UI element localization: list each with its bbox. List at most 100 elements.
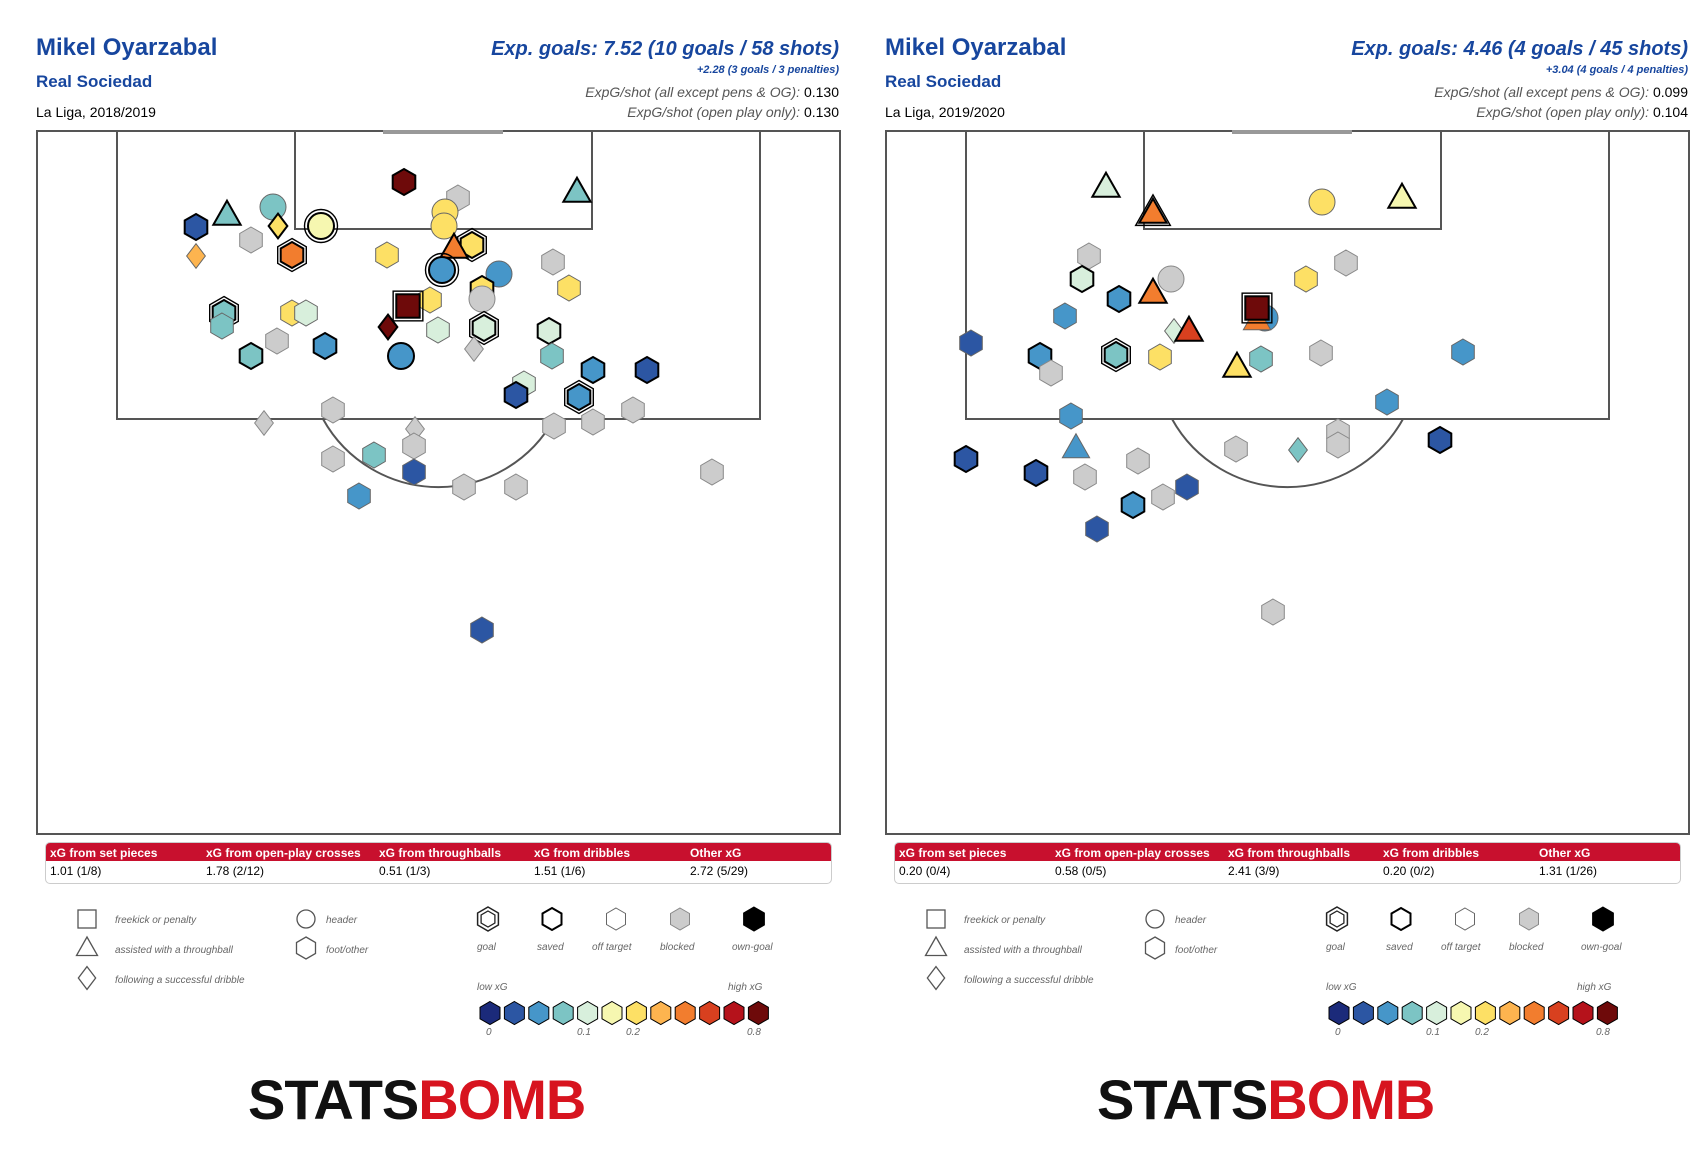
- xg-per-shot-value: 0.130: [803, 84, 839, 100]
- shot-marker-15: [1053, 302, 1077, 330]
- xg-breakdown-values: 1.01 (1/8) 1.78 (2/12) 0.51 (1/3) 1.51 (…: [46, 861, 831, 883]
- shot-marker-42: [503, 380, 529, 410]
- value-dribbles: 1.51 (1/6): [534, 864, 586, 878]
- header-throughballs: xG from throughballs: [379, 846, 502, 860]
- value-set-pieces: 0.20 (0/4): [899, 864, 951, 878]
- shot-marker-43: [564, 379, 594, 415]
- logo-stats: STATS: [1097, 1068, 1268, 1131]
- xg-per-shot-label: ExpG/shot (all except pens & OG):: [1434, 84, 1650, 100]
- statsbomb-logo: STATSBOMB: [1097, 1072, 1435, 1128]
- legend-saved-label: saved: [537, 942, 564, 953]
- xg-breakdown-table: xG from set pieces xG from open-play cro…: [894, 842, 1681, 884]
- shots-layer: [953, 170, 1475, 626]
- legend-dribble-label: following a successful dribble: [115, 975, 245, 986]
- value-set-pieces: 1.01 (1/8): [50, 864, 102, 878]
- shot-marker-22: [468, 285, 496, 313]
- shot-marker-51: [362, 441, 386, 469]
- shot-marker-36: [238, 341, 264, 371]
- legend-circle-icon: [1145, 909, 1165, 929]
- scale-swatch-1: [1328, 1000, 1350, 1026]
- shot-marker-17: [541, 248, 565, 276]
- shot-marker-53: [402, 458, 426, 486]
- legend-throughball-label: assisted with a throughball: [964, 945, 1082, 956]
- shot-marker-42: [1085, 515, 1109, 543]
- shot-marker-40: [1151, 483, 1175, 511]
- shot-marker-57: [347, 482, 371, 510]
- shot-marker-12: [457, 227, 487, 263]
- legend-goal-inner-icon: [480, 910, 496, 928]
- legend-blocked-icon: [1519, 907, 1539, 931]
- statsbomb-logo: STATSBOMB: [248, 1072, 586, 1128]
- shot-marker-56: [504, 473, 528, 501]
- xg-per-shot-open-value: 0.104: [1652, 104, 1688, 120]
- value-throughballs: 2.41 (3/9): [1228, 864, 1280, 878]
- shot-marker-4: [1386, 181, 1418, 209]
- shot-marker-9: [1157, 265, 1185, 293]
- expected-goals-total: Exp. goals: 7.52 (10 goals / 58 shots): [491, 38, 839, 60]
- scale-swatch-7: [1474, 1000, 1496, 1026]
- shot-marker-55: [452, 473, 476, 501]
- shot-marker-9: [303, 208, 339, 244]
- shot-marker-26: [1221, 350, 1253, 378]
- xg-per-shot-row: ExpG/shot (all except pens & OG): 0.099: [1434, 84, 1688, 100]
- shot-marker-18: [424, 252, 460, 288]
- legend-saved-icon: [541, 906, 563, 932]
- team-name: Real Sociedad: [885, 72, 1002, 91]
- shot-marker-33: [1288, 436, 1308, 464]
- pitch: [36, 130, 841, 835]
- scale-tick-08: 0.8: [747, 1027, 761, 1038]
- legend-hexagon-icon: [1144, 936, 1166, 960]
- xg-per-shot-open-value: 0.130: [803, 104, 839, 120]
- shot-map-panel-2019-2020: Mikel Oyarzabal Real Sociedad La Liga, 2…: [849, 0, 1698, 1167]
- legend-goal-label: goal: [1326, 942, 1345, 953]
- scale-swatch-1: [479, 1000, 501, 1026]
- legend-foot-label: foot/other: [326, 945, 369, 956]
- player-name: Mikel Oyarzabal: [885, 34, 1067, 61]
- scale-swatch-12: [747, 1000, 769, 1026]
- shot-marker-25: [1039, 359, 1063, 387]
- shot-marker-43: [1261, 598, 1285, 626]
- competition-season: La Liga, 2019/2020: [885, 104, 1005, 120]
- shot-marker-47: [581, 408, 605, 436]
- shot-marker-16: [375, 241, 399, 269]
- shot-marker-1: [391, 167, 417, 197]
- logo-bomb: BOMB: [1267, 1068, 1435, 1131]
- expected-goals-total: Exp. goals: 4.46 (4 goals / 45 shots): [1351, 38, 1688, 60]
- penalty-xg: +3.04 (4 goals / 4 penalties): [1545, 64, 1688, 76]
- shot-marker-6: [211, 198, 243, 226]
- legend-blocked-label: blocked: [1509, 942, 1544, 953]
- xg-per-shot-value: 0.099: [1652, 84, 1688, 100]
- player-name: Mikel Oyarzabal: [36, 34, 218, 61]
- header-set-pieces: xG from set pieces: [50, 846, 158, 860]
- legend-goal-inner-icon: [1329, 910, 1345, 928]
- shot-marker-8: [267, 211, 289, 241]
- shot-marker-27: [294, 299, 318, 327]
- xg-per-shot-row: ExpG/shot (all except pens & OG): 0.130: [585, 84, 839, 100]
- scale-swatch-9: [1523, 1000, 1545, 1026]
- shot-marker-16: [959, 329, 983, 357]
- scale-swatch-5: [577, 1000, 599, 1026]
- scale-swatch-11: [723, 1000, 745, 1026]
- shot-marker-10: [430, 212, 458, 240]
- scale-swatch-2: [1352, 1000, 1374, 1026]
- shot-marker-1: [1090, 170, 1122, 198]
- legend-own-goal-icon: [743, 906, 765, 932]
- shot-marker-7: [183, 212, 209, 242]
- scale-swatch-8: [650, 1000, 672, 1026]
- shot-marker-39: [1175, 473, 1199, 501]
- scale-swatch-6: [601, 1000, 623, 1026]
- legend-blocked-icon: [670, 907, 690, 931]
- scale-tick-02: 0.2: [1475, 1027, 1489, 1038]
- penalty-arc: [322, 418, 555, 489]
- legend-saved-label: saved: [1386, 942, 1413, 953]
- xg-breakdown-values: 0.20 (0/4) 0.58 (0/5) 2.41 (3/9) 0.20 (0…: [895, 861, 1680, 883]
- shot-marker-31: [426, 316, 450, 344]
- scale-swatch-2: [503, 1000, 525, 1026]
- legend-off-target-icon: [606, 907, 626, 931]
- legend-off-target-label: off target: [592, 942, 632, 953]
- legend-own-goal-label: own-goal: [732, 942, 773, 953]
- shot-marker-45: [321, 396, 345, 424]
- legend-diamond-icon: [77, 965, 97, 991]
- legend-triangle-icon: [924, 935, 948, 957]
- shot-marker-4: [259, 193, 287, 221]
